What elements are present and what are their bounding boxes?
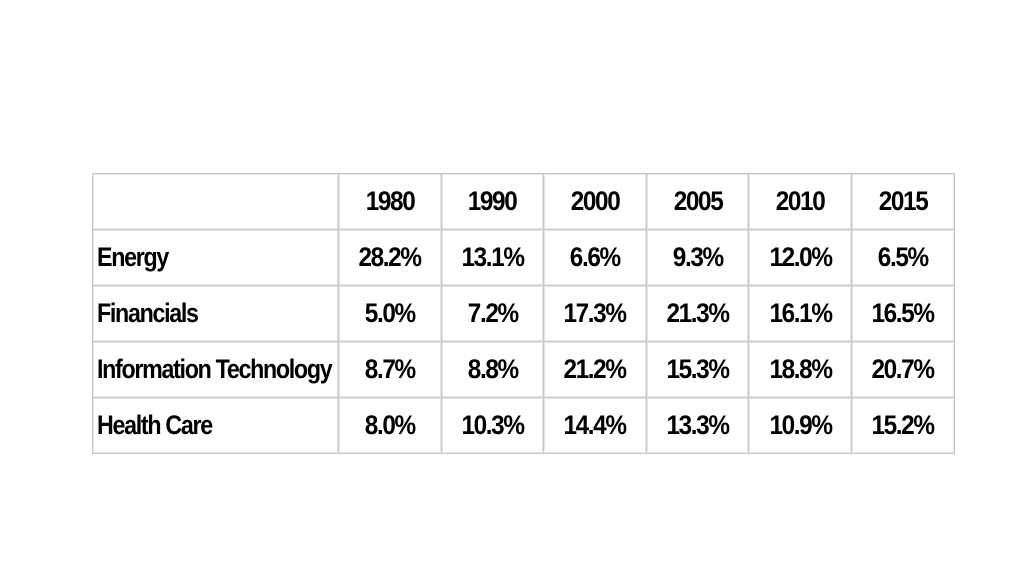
corner-cell: [93, 174, 339, 230]
table-row: Energy 28.2% 13.1% 6.6% 9.3% 12.0% 6.5%: [93, 230, 955, 286]
table-cell: 13.3%: [646, 398, 750, 454]
column-header: 2000: [544, 174, 647, 230]
table-cell: 10.9%: [749, 398, 852, 454]
table-cell: 16.1%: [749, 286, 852, 342]
table-cell: 20.7%: [851, 342, 955, 398]
table-cell: 9.3%: [646, 230, 750, 286]
table-cell: 15.3%: [646, 342, 750, 398]
table-cell: 8.0%: [339, 398, 442, 454]
table-cell: 10.3%: [441, 398, 545, 454]
table-cell: 15.2%: [851, 398, 955, 454]
sector-weights-table-container: 1980 1990 2000 2005 2010 2015 Energy 28.…: [92, 173, 955, 454]
table-row: Health Care 8.0% 10.3% 14.4% 13.3% 10.9%…: [93, 398, 955, 454]
table-cell: 28.2%: [339, 230, 442, 286]
row-label: Financials: [93, 286, 339, 342]
table-cell: 8.7%: [339, 342, 442, 398]
table-cell: 5.0%: [339, 286, 442, 342]
column-header: 2015: [851, 174, 955, 230]
table-cell: 12.0%: [749, 230, 852, 286]
table-cell: 16.5%: [851, 286, 955, 342]
table-cell: 6.6%: [544, 230, 647, 286]
table-cell: 18.8%: [749, 342, 852, 398]
row-label: Energy: [93, 230, 339, 286]
sector-weights-table: 1980 1990 2000 2005 2010 2015 Energy 28.…: [92, 173, 955, 454]
table-cell: 6.5%: [851, 230, 955, 286]
table-cell: 14.4%: [544, 398, 647, 454]
column-header: 1990: [441, 174, 545, 230]
table-cell: 17.3%: [544, 286, 647, 342]
table-cell: 13.1%: [441, 230, 545, 286]
header-row: 1980 1990 2000 2005 2010 2015: [93, 174, 955, 230]
column-header: 2010: [749, 174, 852, 230]
table-cell: 21.3%: [646, 286, 750, 342]
column-header: 1980: [339, 174, 442, 230]
table-row: Financials 5.0% 7.2% 17.3% 21.3% 16.1% 1…: [93, 286, 955, 342]
row-label: Information Technology: [93, 342, 339, 398]
table-cell: 8.8%: [441, 342, 545, 398]
table-cell: 7.2%: [441, 286, 545, 342]
table-row: Information Technology 8.7% 8.8% 21.2% 1…: [93, 342, 955, 398]
table-cell: 21.2%: [544, 342, 647, 398]
column-header: 2005: [646, 174, 750, 230]
row-label: Health Care: [93, 398, 339, 454]
